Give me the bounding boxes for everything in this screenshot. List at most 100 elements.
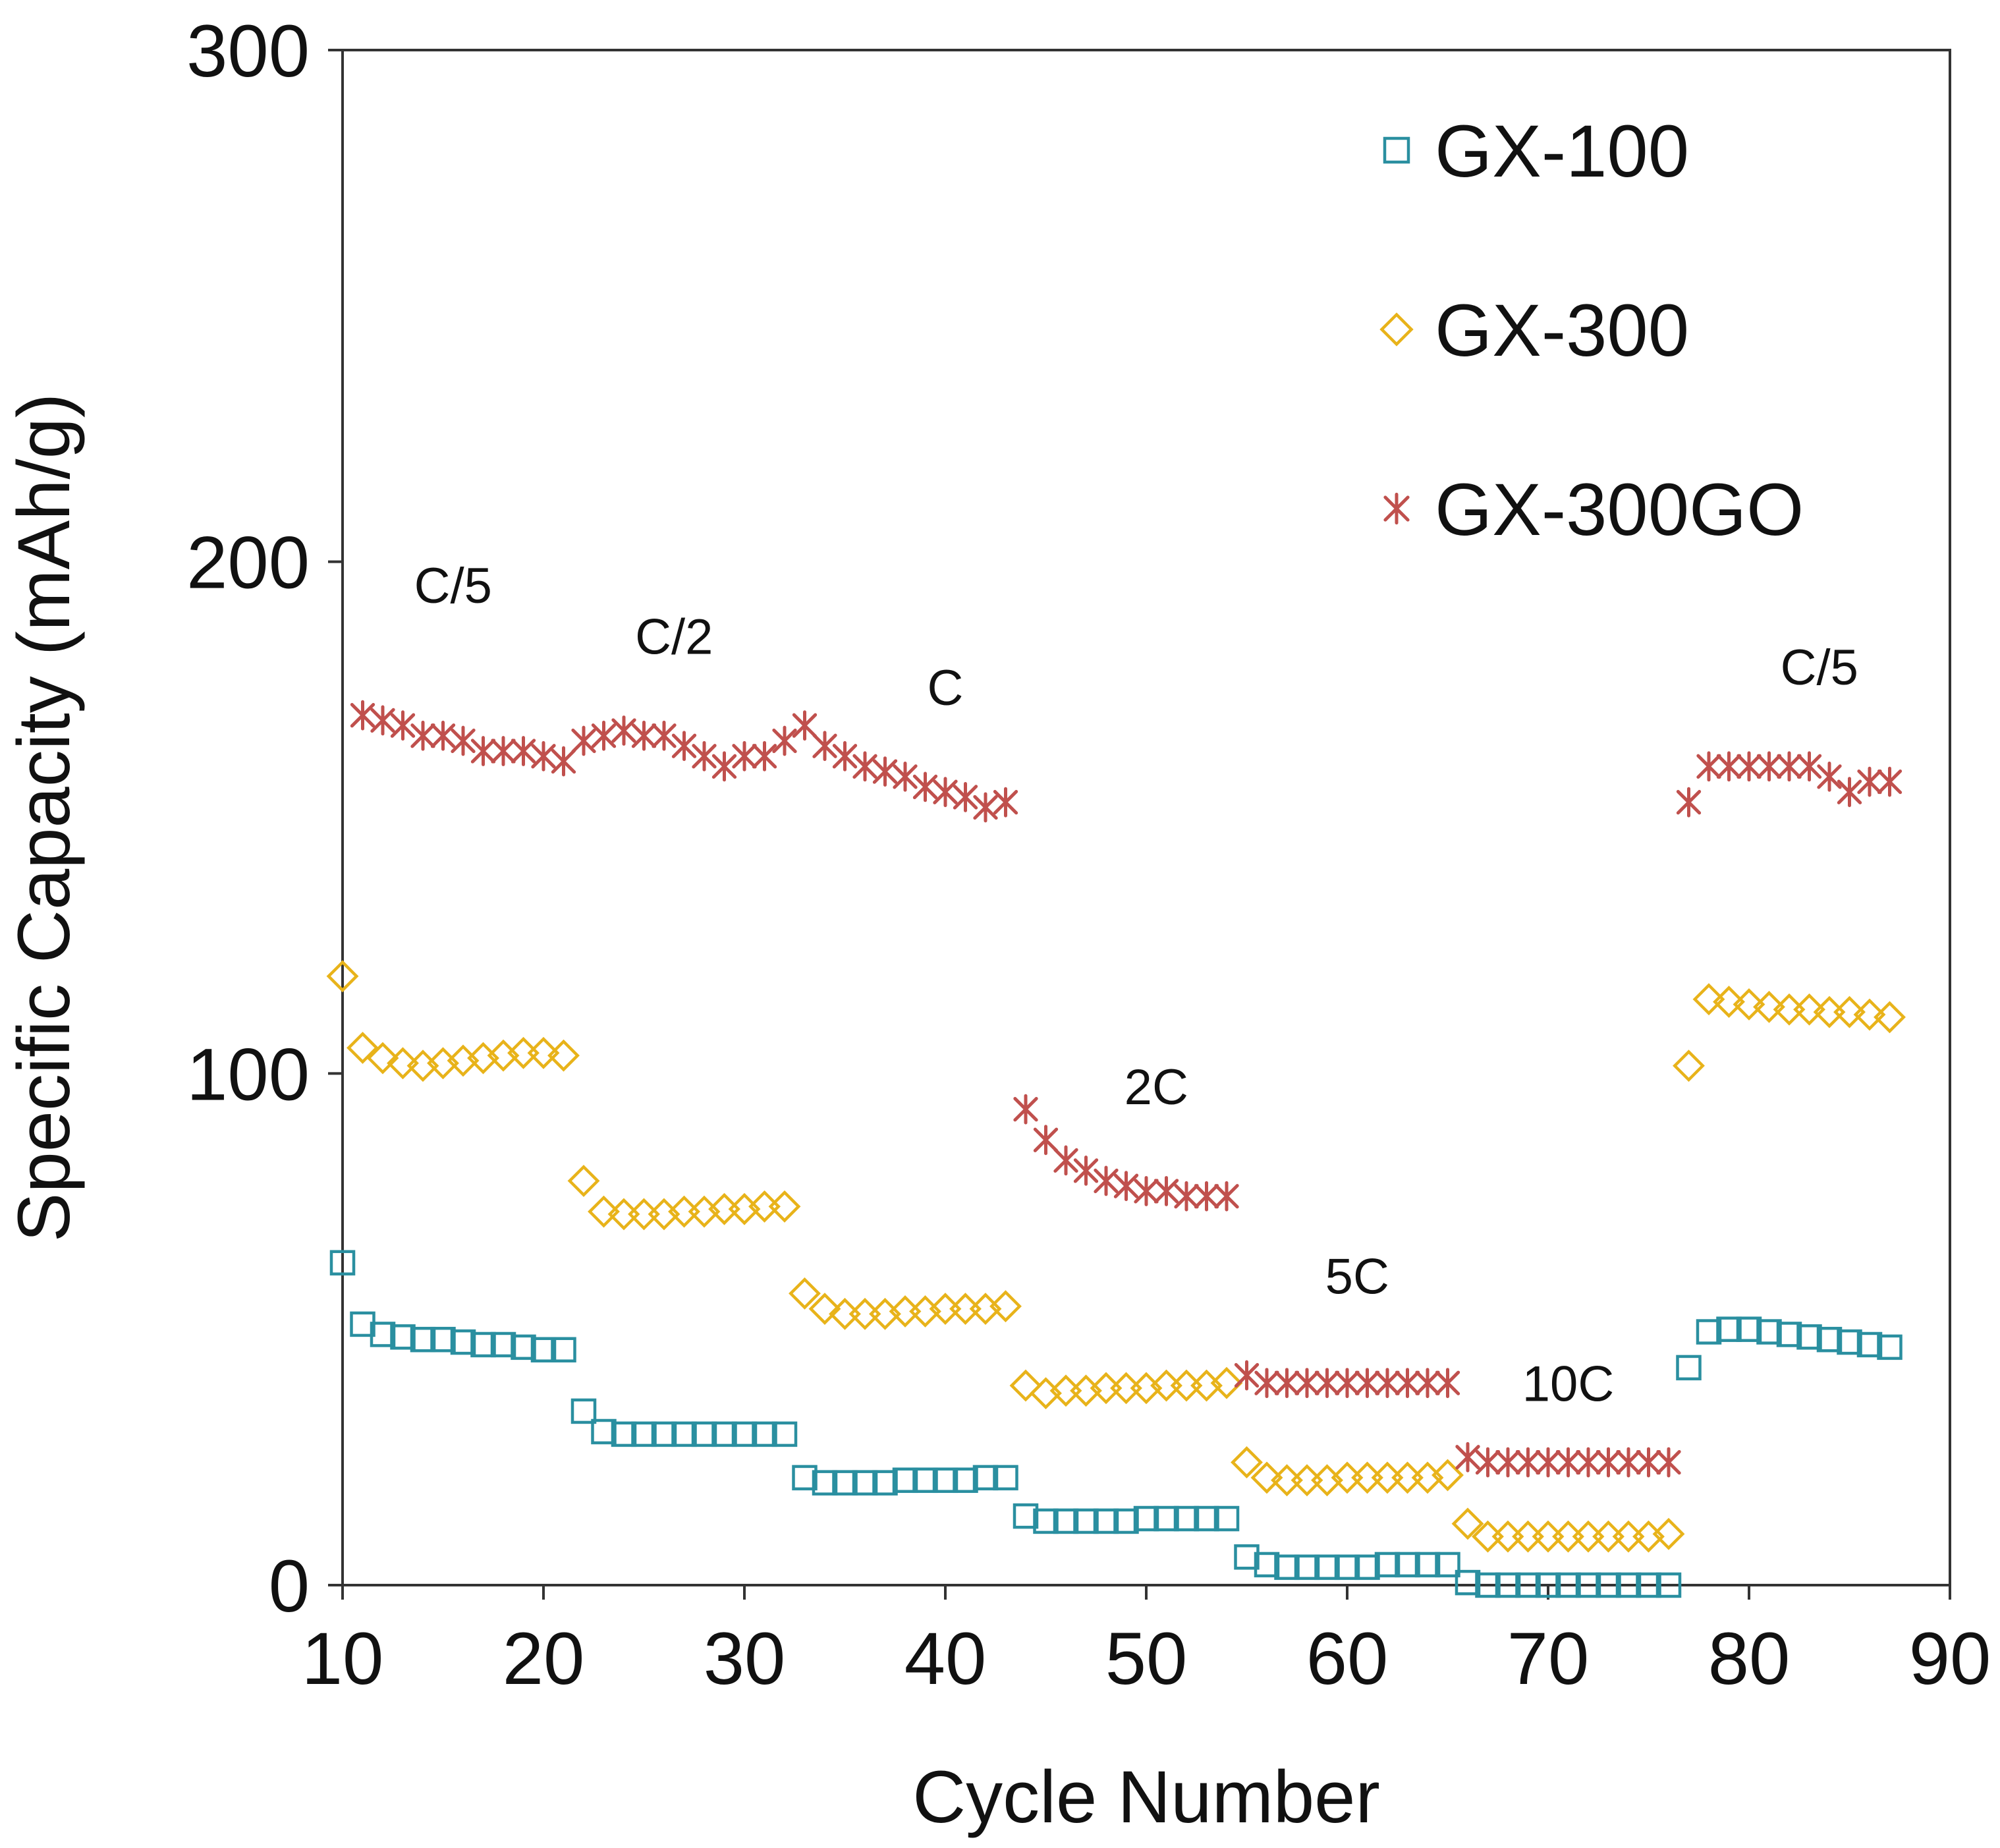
data-point — [531, 741, 556, 771]
data-point — [832, 741, 858, 771]
data-point — [812, 731, 837, 762]
data-point — [953, 782, 978, 812]
data-points — [326, 700, 1906, 1598]
x-tick-label: 40 — [904, 1617, 987, 1700]
data-point — [611, 715, 636, 746]
data-point — [1250, 1461, 1283, 1494]
legend-marker — [1383, 136, 1410, 164]
rate-label: C/2 — [635, 609, 713, 665]
data-point — [1716, 1316, 1742, 1342]
data-point — [1495, 1447, 1520, 1478]
data-point — [1793, 993, 1825, 1026]
data-point — [852, 751, 877, 782]
data-point — [410, 720, 435, 751]
x-tick-label: 20 — [503, 1617, 585, 1700]
data-point — [1033, 1508, 1059, 1534]
data-point — [832, 1470, 858, 1496]
data-point — [989, 1290, 1022, 1323]
rate-label: C/5 — [1781, 640, 1858, 696]
data-point — [1491, 1520, 1524, 1553]
data-point — [370, 1322, 396, 1347]
data-point — [1214, 1181, 1239, 1212]
data-point — [1435, 1552, 1460, 1578]
data-point — [1733, 988, 1765, 1021]
data-point — [1274, 1554, 1300, 1581]
data-point — [1113, 1171, 1139, 1202]
data-point — [551, 746, 576, 777]
data-point — [547, 1039, 580, 1072]
y-tick-label: 200 — [186, 522, 310, 604]
data-point — [1853, 998, 1886, 1031]
data-point — [591, 720, 617, 751]
data-point — [973, 792, 998, 823]
x-tick-label: 10 — [302, 1617, 384, 1700]
data-point — [530, 1337, 557, 1362]
series-gx-300go — [350, 700, 1903, 1478]
data-point — [451, 725, 476, 756]
data-point — [591, 1418, 617, 1445]
data-point — [611, 1421, 637, 1447]
data-point — [993, 1465, 1018, 1491]
data-point — [893, 761, 918, 792]
data-point — [350, 700, 375, 731]
data-point — [1796, 751, 1822, 782]
data-point — [651, 1421, 677, 1447]
legend-label: GX-300 — [1435, 289, 1689, 372]
data-point — [1877, 766, 1903, 797]
data-point — [1515, 1447, 1541, 1478]
data-point — [1837, 777, 1862, 808]
data-point — [1431, 1459, 1464, 1492]
data-point — [1475, 1572, 1501, 1598]
data-point — [872, 1470, 898, 1496]
data-point — [752, 1421, 777, 1447]
data-point — [953, 1467, 978, 1494]
data-point — [1616, 1447, 1641, 1478]
data-point — [470, 736, 496, 766]
data-point — [1874, 1001, 1906, 1034]
data-point — [1354, 1554, 1380, 1581]
data-point — [1153, 1176, 1179, 1206]
data-point — [1314, 1554, 1340, 1581]
data-point — [1334, 1554, 1360, 1581]
data-point — [570, 1398, 597, 1424]
data-point — [1612, 1520, 1645, 1553]
data-point — [1455, 1442, 1480, 1472]
data-point — [1231, 1446, 1263, 1479]
data-point — [1713, 986, 1745, 1019]
data-point — [410, 1326, 436, 1353]
data-point — [1716, 751, 1742, 782]
rate-label: 5C — [1325, 1248, 1389, 1304]
legend: GX-100 GX-300 GX-300GO — [1379, 110, 1804, 551]
x-tick-label: 90 — [1909, 1617, 1991, 1700]
data-point — [731, 1421, 758, 1447]
data-point — [1210, 1366, 1243, 1399]
data-point — [1194, 1181, 1219, 1212]
data-point — [933, 777, 958, 808]
data-point — [949, 1293, 982, 1326]
data-point — [1455, 1569, 1481, 1596]
data-point — [1274, 1368, 1300, 1399]
x-tick-label: 30 — [704, 1617, 786, 1700]
data-point — [390, 710, 416, 741]
data-point — [808, 1293, 841, 1326]
data-point — [491, 736, 516, 766]
data-point — [1776, 1322, 1802, 1347]
data-point — [1134, 1176, 1159, 1206]
data-point — [1194, 1505, 1219, 1532]
data-point — [812, 1470, 838, 1496]
data-point — [1213, 1505, 1240, 1532]
data-point — [1736, 1316, 1762, 1342]
data-point — [370, 705, 395, 736]
data-point — [1656, 1447, 1681, 1478]
data-point — [1314, 1368, 1340, 1399]
x-axis-title: Cycle Number — [912, 1756, 1380, 1838]
data-point — [1756, 1319, 1782, 1345]
data-point — [1351, 1461, 1383, 1494]
data-point — [1575, 1572, 1601, 1598]
data-point — [1696, 1319, 1722, 1345]
data-point — [1053, 1508, 1079, 1534]
data-point — [1676, 787, 1702, 818]
data-point — [387, 1047, 419, 1080]
data-point — [1816, 1326, 1843, 1353]
